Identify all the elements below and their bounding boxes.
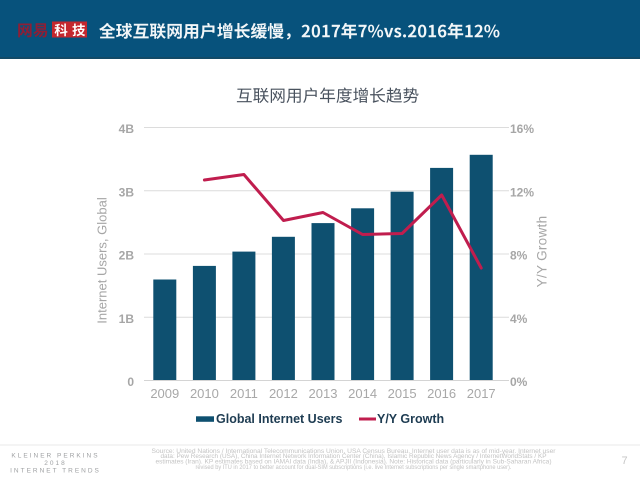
svg-text:2017: 2017	[467, 386, 496, 401]
svg-text:2010: 2010	[190, 386, 219, 401]
svg-text:Internet Users, Global: Internet Users, Global	[95, 197, 110, 324]
svg-text:3B: 3B	[119, 185, 135, 199]
svg-text:Global Internet Users: Global Internet Users	[216, 412, 342, 426]
svg-text:Y/Y Growth: Y/Y Growth	[377, 412, 444, 426]
svg-text:16%: 16%	[510, 122, 534, 136]
svg-text:2012: 2012	[269, 386, 298, 401]
svg-text:Y/Y Growth: Y/Y Growth	[535, 216, 550, 288]
svg-text:Source: United Nations / Inter: Source: United Nations / International T…	[152, 448, 556, 455]
svg-text:2011: 2011	[230, 386, 258, 401]
svg-text:2015: 2015	[388, 386, 417, 401]
svg-text:estimates (Iran). KP estimates: estimates (Iran). KP estimates based on …	[156, 459, 552, 466]
svg-text:data: Pew Research (USA), Chin: data: Pew Research (USA), China Internet…	[161, 453, 547, 460]
svg-text:2016: 2016	[427, 386, 456, 401]
svg-text:revised by ITU in 2017 to bett: revised by ITU in 2017 to better account…	[196, 464, 512, 471]
svg-text:2009: 2009	[150, 386, 179, 401]
svg-text:2B: 2B	[119, 249, 135, 263]
svg-text:1B: 1B	[119, 312, 135, 326]
svg-text:2014: 2014	[348, 386, 377, 401]
svg-text:7: 7	[622, 455, 628, 467]
svg-text:4%: 4%	[510, 312, 528, 326]
svg-text:KLEINER PERKINS: KLEINER PERKINS	[11, 453, 99, 460]
svg-text:4B: 4B	[119, 122, 135, 136]
svg-text:12%: 12%	[510, 185, 534, 199]
svg-text:INTERNET TRENDS: INTERNET TRENDS	[10, 468, 101, 475]
svg-text:8%: 8%	[510, 249, 528, 263]
svg-text:0: 0	[127, 375, 134, 389]
svg-text:2018: 2018	[44, 460, 66, 467]
svg-text:2013: 2013	[309, 386, 338, 401]
svg-text:0%: 0%	[510, 375, 528, 389]
